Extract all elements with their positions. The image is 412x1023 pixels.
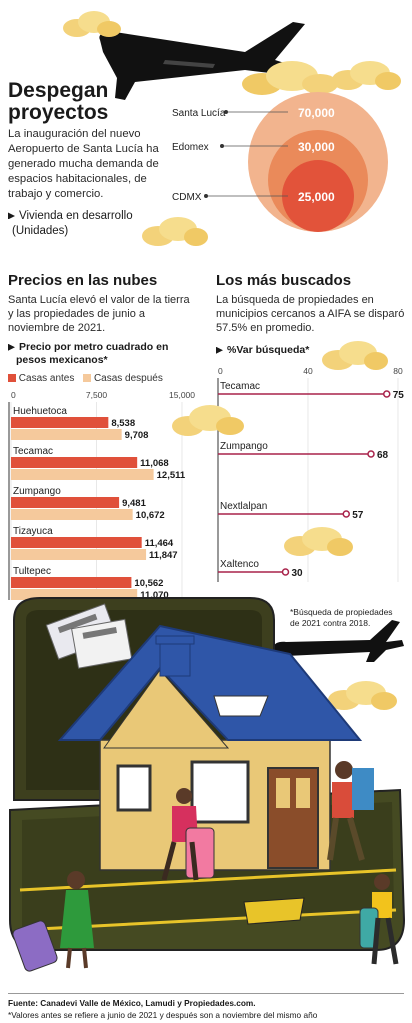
searched-description: La búsqueda de propiedades en municipios…	[216, 294, 405, 334]
legend-label-after: Casas después	[93, 373, 163, 384]
bubble-label: Edomex	[172, 142, 209, 153]
bar-value-label: 11,464	[145, 538, 174, 549]
bar-value-label: 9,708	[125, 430, 149, 441]
lollipop-value-label: 30	[292, 568, 304, 579]
bubble-value: 70,000	[298, 106, 335, 120]
prices-title: Precios en las nubes	[8, 272, 158, 289]
suitcase-house-illustration	[9, 597, 406, 972]
traveler-hiker	[327, 761, 374, 861]
bar-value-label: 10,562	[134, 578, 163, 589]
bubble-cdmx	[282, 160, 354, 232]
prices-description: Santa Lucía elevó el valor de la tierra …	[8, 294, 190, 334]
page-title: Despegan proyectos	[8, 79, 109, 124]
lollipop-value-label: 57	[352, 510, 364, 521]
bubble-label: CDMX	[172, 192, 202, 203]
legend-swatch-before	[8, 374, 16, 383]
lollipop-dot	[383, 390, 391, 398]
bar-after	[11, 469, 154, 480]
lollipop-dot	[281, 568, 290, 576]
bar-value-label: 12,511	[157, 470, 186, 481]
cloud-icon	[328, 681, 397, 710]
bar-before	[11, 577, 132, 588]
cloud-icon	[63, 11, 121, 37]
cloud-icon	[242, 61, 338, 95]
bubble-chart: Santa Lucía Edomex CDMX 70,000 30,000 25…	[172, 92, 388, 232]
lollipop-tick-label: 0	[218, 366, 223, 376]
cloud-icon	[284, 527, 353, 556]
searched-subtitle: %Var búsqueda*	[216, 344, 309, 356]
bar-after	[11, 429, 122, 440]
legend-label-before: Casas antes	[18, 373, 75, 384]
lollipop-dot	[367, 450, 375, 458]
cloud-icon	[322, 341, 388, 370]
bar-before	[11, 457, 138, 468]
bar-before	[11, 537, 142, 548]
bullet-icon	[8, 212, 15, 220]
footer-source: Fuente: Canadevi Valle de México, Lamudi…	[8, 998, 256, 1008]
bar-category-label: Tecamac	[13, 446, 53, 457]
prices-subtitle: Precio por metro cuadrado en pesos mexic…	[8, 341, 168, 367]
bar-category-label: Tizayuca	[13, 526, 53, 537]
prices-legend: Casas antes Casas después	[8, 373, 163, 384]
airplane-small-illustration	[273, 620, 404, 662]
bullet-icon	[216, 346, 223, 354]
bar-after	[11, 549, 147, 560]
bubble-value: 30,000	[298, 140, 335, 154]
bar-before	[11, 497, 120, 508]
bar-tick-label: 0	[11, 390, 16, 400]
legend-swatch-after	[83, 374, 92, 383]
bar-value-label: 11,068	[140, 458, 169, 469]
airplane-illustration	[99, 22, 305, 100]
bar-value-label: 8,538	[111, 418, 135, 429]
bar-tick-label: 7,500	[86, 390, 108, 400]
bar-after	[11, 589, 138, 600]
lollipop-category-label: Xaltenco	[220, 559, 259, 570]
bar-before	[11, 417, 109, 428]
searched-title: Los más buscados	[216, 272, 352, 289]
traveler-green	[12, 871, 94, 972]
cloud-icon	[332, 61, 401, 90]
traveler-pink	[161, 788, 215, 881]
search-lollipop-chart: 0 40 80 Tecamac 75 Zumpango 68 Nextlalpan 57 Xalt…	[217, 366, 405, 582]
lollipop-tick-label: 40	[303, 366, 313, 376]
bubble-value: 25,000	[298, 190, 335, 204]
traveler-yellow	[359, 874, 399, 965]
bar-after	[11, 509, 133, 520]
lollipop-category-label: Nextlalpan	[220, 501, 267, 512]
lollipop-dot	[342, 510, 350, 518]
bar-value-label: 11,847	[149, 550, 178, 561]
bar-tick-label: 15,000	[169, 390, 195, 400]
search-footnote: *Búsqueda de propiedades de 2021 contra 2…	[290, 607, 393, 628]
bullet-icon	[8, 343, 15, 351]
lollipop-value-label: 68	[377, 450, 389, 461]
footer-note: *Valores antes se refiere a junio de 202…	[8, 1010, 318, 1020]
cloud-icon	[172, 405, 244, 436]
intro-text: La inauguración del nuevo Aeropuerto de …	[8, 128, 159, 200]
bar-value-label: 9,481	[122, 498, 146, 509]
footer-divider	[8, 993, 404, 994]
bubble-label: Santa Lucía	[172, 108, 226, 119]
cloud-icon	[142, 217, 208, 246]
lollipop-category-label: Tecamac	[220, 381, 260, 392]
bar-category-label: Zumpango	[13, 486, 61, 497]
lollipop-category-label: Zumpango	[220, 441, 268, 452]
bar-category-label: Huehuetoca	[13, 406, 67, 417]
bar-value-label: 10,672	[136, 510, 165, 521]
bar-value-label: 11,070	[140, 590, 169, 601]
lollipop-tick-label: 80	[393, 366, 403, 376]
lollipop-value-label: 75	[393, 390, 405, 401]
bubble-legend: Vivienda en desarrollo (Unidades)	[8, 209, 133, 239]
bar-category-label: Tultepec	[13, 566, 51, 577]
